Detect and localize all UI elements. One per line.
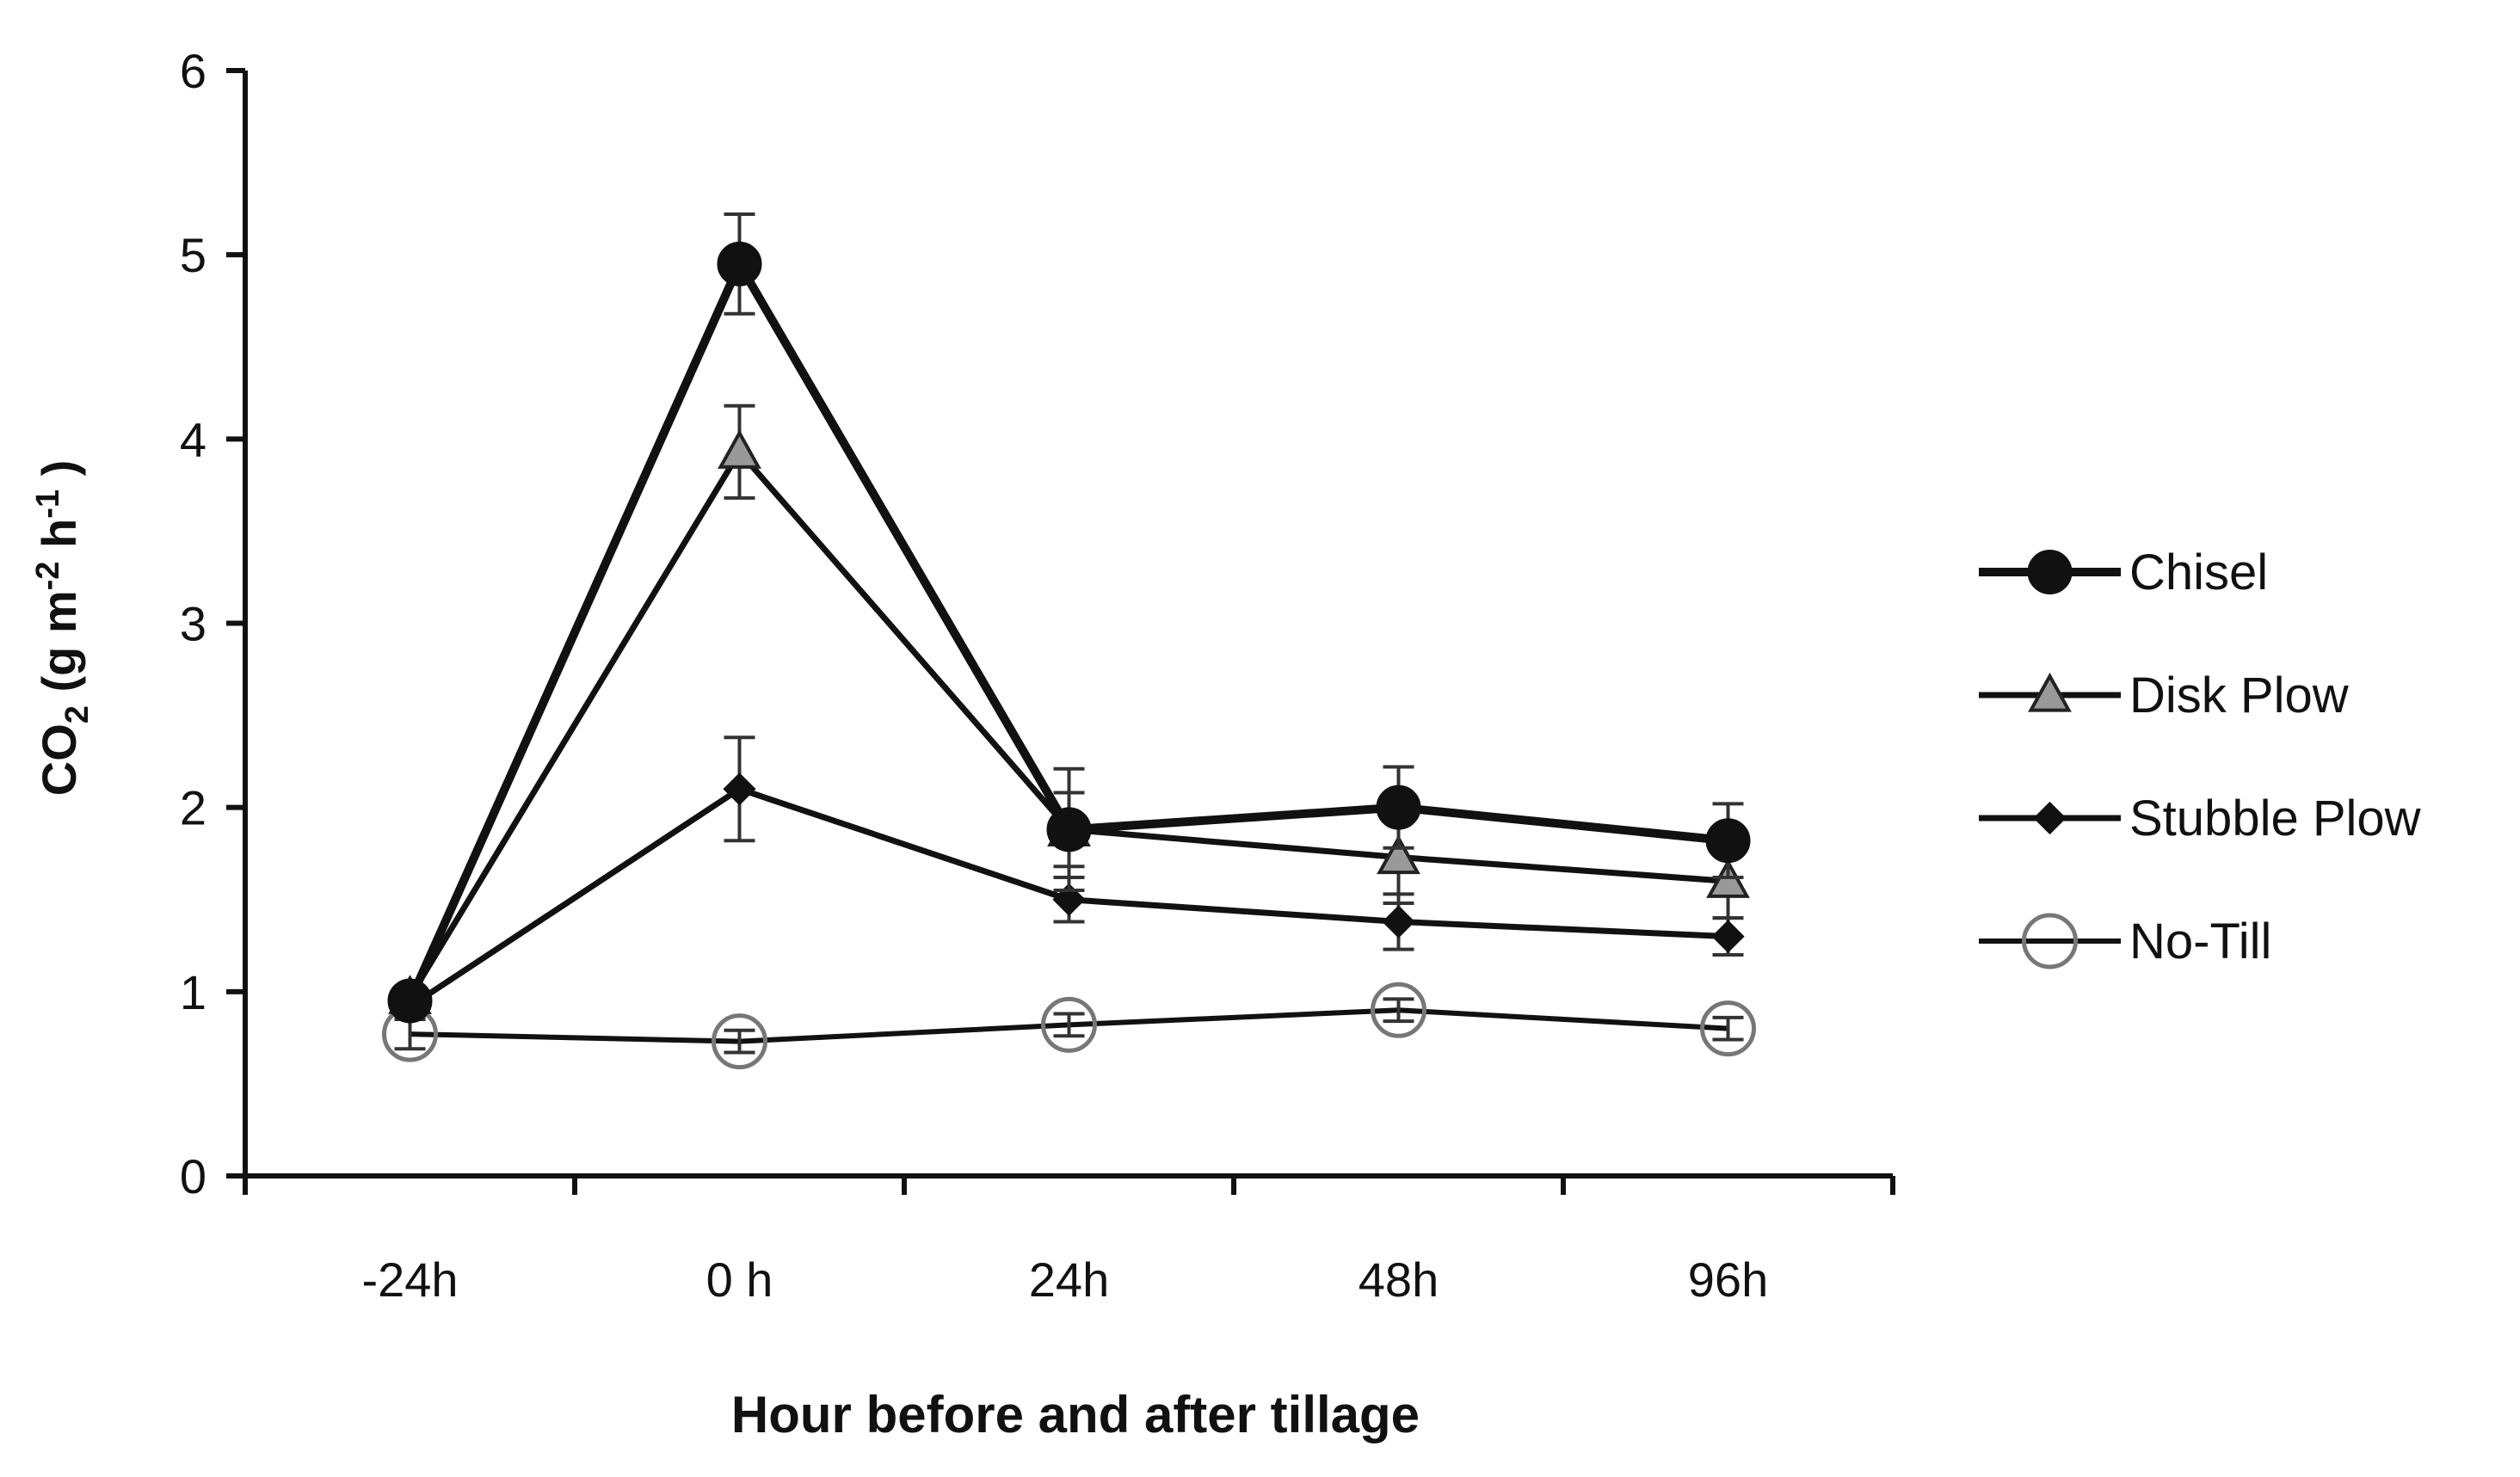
x-axis-title: Hour before and after tillage: [731, 1386, 1420, 1443]
y-tick-label: 2: [180, 781, 206, 835]
legend-item-stubble-plow: Stubble Plow: [1979, 791, 2422, 846]
data-point-no-till: [712, 1013, 767, 1070]
y-axis-title-subscript: 2: [59, 705, 96, 723]
legend-marker-stubble-plow: [2033, 801, 2067, 835]
y-axis-title-unit-close: ): [32, 460, 86, 489]
y-tick-label: 6: [180, 44, 206, 98]
x-tick-label: -24h: [361, 1252, 458, 1307]
data-point-stubble-plow: [723, 772, 756, 806]
y-tick-labels: 0 1 2 3 4 5 6: [180, 44, 206, 1203]
y-axis-title-m-exponent: -2: [30, 562, 66, 591]
data-point-chisel: [1046, 807, 1092, 852]
data-point-chisel: [717, 241, 762, 286]
y-tick-label: 1: [180, 965, 206, 1019]
y-axis-title-h: h: [32, 519, 86, 562]
legend-label-stubble-plow: Stubble Plow: [2129, 791, 2422, 846]
y-axis-title-prefix: CO: [32, 723, 86, 796]
legend-item-chisel: Chisel: [1979, 545, 2268, 600]
legend-marker-disk-plow: [2028, 672, 2072, 712]
series-layer: [382, 212, 1756, 1070]
data-point-disk-plow: [718, 429, 761, 469]
x-tick-label: 24h: [1029, 1252, 1109, 1307]
data-point-no-till: [1041, 996, 1097, 1053]
data-point-chisel: [1376, 785, 1421, 830]
data-point-stubble-plow: [1382, 905, 1415, 939]
series-chisel: [387, 212, 1751, 1024]
legend-marker-no-till: [2022, 913, 2078, 969]
x-tick-labels: -24h 0 h 24h 48h 96h: [361, 1252, 1768, 1307]
legend-item-disk-plow: Disk Plow: [1979, 668, 2350, 723]
y-axis-title: CO2 (g m-2 h-1 ): [30, 460, 96, 796]
y-tick-label: 3: [180, 597, 206, 651]
series-no-till: [382, 982, 1756, 1070]
legend-label-no-till: No-Till: [2129, 914, 2271, 969]
y-axis-title-h-exponent: -1: [30, 489, 66, 519]
data-point-stubble-plow: [1052, 883, 1086, 916]
data-point-disk-plow: [1377, 834, 1420, 875]
data-point-stubble-plow: [1711, 920, 1745, 953]
legend-label-disk-plow: Disk Plow: [2129, 668, 2350, 723]
x-tick-label: 96h: [1688, 1252, 1768, 1307]
x-tick-label: 48h: [1359, 1252, 1439, 1307]
y-axis-title-unit-open: (g m: [32, 590, 86, 705]
x-tick-label: 0 h: [706, 1252, 773, 1307]
legend: Chisel Disk Plow Stubble Plow No-Till: [1979, 545, 2422, 969]
data-point-disk-plow: [1706, 859, 1750, 898]
y-tick-label: 5: [180, 228, 206, 282]
axes: [226, 68, 1895, 1195]
legend-item-no-till: No-Till: [1979, 913, 2271, 969]
y-tick-label: 4: [180, 412, 206, 466]
legend-marker-chisel: [2027, 550, 2073, 594]
data-point-chisel: [387, 978, 433, 1024]
data-point-no-till: [1700, 1000, 1756, 1057]
y-tick-label: 0: [180, 1149, 206, 1203]
data-point-chisel: [1705, 818, 1751, 864]
data-point-no-till: [1371, 982, 1426, 1038]
legend-label-chisel: Chisel: [2129, 545, 2268, 600]
